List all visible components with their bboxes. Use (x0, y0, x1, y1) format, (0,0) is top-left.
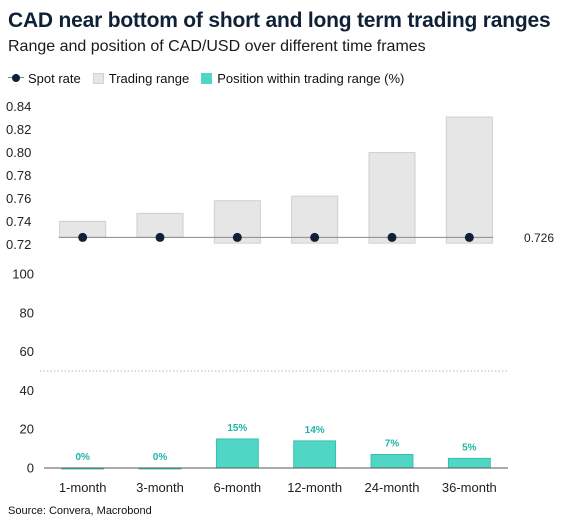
data-label: 0% (75, 452, 90, 463)
spot-point (78, 232, 88, 242)
data-label: 7% (385, 438, 400, 449)
y-tick-label-top: 0.82 (6, 122, 31, 137)
data-label: 0% (153, 452, 168, 463)
position-bar (293, 440, 337, 469)
spot-value-label: 0.726 (524, 231, 554, 245)
y-tick-label-top: 0.78 (6, 168, 31, 183)
data-label: 15% (227, 423, 247, 434)
y-tick-label-top: 0.74 (6, 214, 31, 229)
spot-point (232, 232, 242, 242)
y-tick-label-bottom: 20 (20, 422, 34, 437)
position-bar (370, 454, 414, 469)
position-bar (215, 438, 259, 469)
legend-label-position: Position within trading range (%) (217, 70, 405, 86)
chart-title: CAD near bottom of short and long term t… (8, 9, 551, 32)
spot-point (310, 232, 320, 242)
spot-marker-icon (8, 72, 24, 84)
spot-point (387, 232, 397, 242)
x-tick-label: 36-month (442, 480, 497, 495)
x-tick-label: 12-month (287, 480, 342, 495)
legend: Spot rate Trading range Position within … (8, 69, 416, 87)
legend-item-spot: Spot rate (8, 71, 81, 86)
y-tick-label-bottom: 0 (27, 461, 34, 476)
y-tick-label-bottom: 80 (20, 305, 34, 320)
y-tick-label-top: 0.84 (6, 99, 31, 114)
legend-item-range: Trading range (92, 70, 190, 86)
legend-label-range: Trading range (108, 70, 190, 86)
y-tick-label-top: 0.72 (6, 237, 31, 252)
x-tick-label: 24-month (365, 480, 420, 495)
position-bar (447, 457, 491, 469)
y-tick-label-bottom: 40 (20, 383, 34, 398)
y-tick-label-top: 0.80 (6, 145, 31, 160)
source-note: Source: Convera, Macrobond (8, 505, 152, 517)
legend-item-position: Position within trading range (%) (201, 71, 404, 86)
spot-point (155, 232, 165, 242)
x-tick-label: 6-month (213, 480, 261, 495)
chart-subtitle: Range and position of CAD/USD over diffe… (8, 38, 426, 55)
range-bar (445, 116, 493, 244)
data-label: 5% (462, 442, 477, 453)
x-tick-label: 1-month (59, 480, 107, 495)
y-tick-label-top: 0.76 (6, 191, 31, 206)
position-swatch-icon (201, 72, 213, 84)
spot-point (464, 232, 474, 242)
range-bar (368, 152, 416, 244)
legend-label-spot: Spot rate (28, 70, 81, 86)
data-label: 14% (305, 425, 325, 436)
y-tick-label-bottom: 100 (12, 267, 34, 282)
x-tick-label: 3-month (136, 480, 184, 495)
range-swatch-icon (92, 72, 104, 84)
y-tick-label-bottom: 60 (20, 344, 34, 359)
